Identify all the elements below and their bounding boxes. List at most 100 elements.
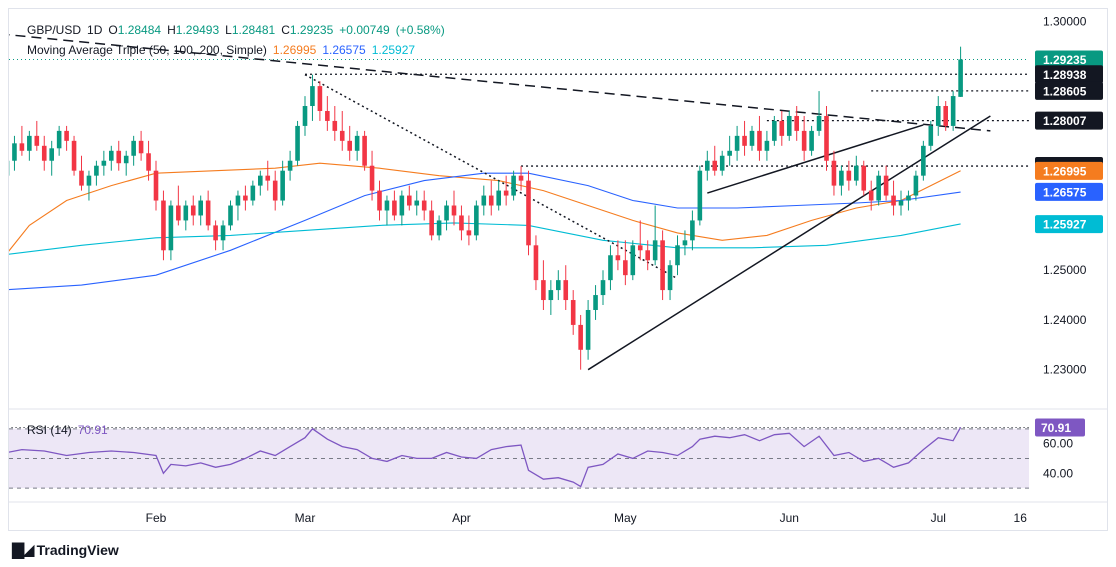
- candle-body: [94, 165, 99, 176]
- candle: [392, 190, 397, 221]
- ohlc-legend: GBP/USD 1D O1.28484 H1.29493 L1.28481 C1.2923…: [27, 23, 445, 37]
- candle-body: [451, 205, 457, 216]
- candle: [459, 205, 464, 241]
- candle: [272, 170, 278, 211]
- candle-body: [824, 115, 829, 161]
- time-tick-label: May: [614, 511, 637, 525]
- candle: [176, 185, 181, 226]
- candle: [816, 91, 822, 136]
- candle-body: [854, 165, 859, 181]
- candle-body: [414, 200, 420, 206]
- candle: [623, 240, 628, 286]
- candle-body: [928, 125, 934, 146]
- candle-body: [71, 140, 77, 171]
- ma-legend: Moving Average Triple (50, 100, 200, Sim…: [27, 43, 415, 57]
- candle: [138, 130, 144, 161]
- candle-body: [846, 170, 852, 181]
- candle: [697, 165, 703, 226]
- time-tick-label: Feb: [146, 511, 167, 525]
- candle: [511, 170, 516, 201]
- candle: [630, 240, 636, 281]
- candle-body: [526, 180, 531, 246]
- candle-body: [675, 245, 680, 266]
- candle: [153, 160, 159, 211]
- candle-body: [697, 170, 703, 221]
- candle: [377, 180, 382, 221]
- candle: [928, 120, 934, 151]
- candle-body: [399, 195, 405, 216]
- candle-body: [27, 135, 32, 151]
- candle-body: [459, 215, 464, 231]
- candle-body: [109, 150, 114, 161]
- candle: [556, 270, 561, 301]
- candle-body: [19, 143, 25, 151]
- candle: [205, 190, 211, 231]
- price-label-box: [1035, 81, 1103, 100]
- candle: [824, 106, 829, 171]
- candle-body: [34, 135, 40, 146]
- tradingview-brand[interactable]: ▇◢ TradingView: [12, 540, 119, 560]
- candle-body: [839, 170, 844, 186]
- candle: [705, 150, 710, 181]
- candle: [772, 115, 777, 146]
- candle-body: [407, 195, 412, 206]
- candle: [757, 115, 762, 161]
- candle-body: [556, 280, 561, 291]
- candle: [488, 180, 494, 216]
- candle: [384, 195, 390, 226]
- candle-body: [593, 295, 598, 310]
- candle: [593, 285, 598, 320]
- candle-body: [719, 155, 725, 171]
- candle-body: [12, 143, 17, 161]
- price-label-box: [1035, 182, 1103, 201]
- high-label: H: [167, 23, 176, 37]
- close-value: 1.29235: [289, 23, 334, 37]
- time-tick-label: Mar: [295, 511, 316, 525]
- rsi-legend-label: RSI (14): [27, 423, 72, 437]
- candle: [332, 106, 338, 141]
- candle-body: [898, 200, 904, 206]
- candle: [168, 200, 174, 261]
- candle-body: [168, 205, 174, 251]
- candle: [667, 260, 673, 301]
- candle-body: [950, 96, 956, 126]
- candle-body: [578, 324, 583, 350]
- price-label-box: [1035, 161, 1103, 180]
- candle: [608, 245, 613, 291]
- trendline-dashed: [9, 34, 991, 132]
- candle: [541, 260, 546, 310]
- candle-body: [921, 145, 926, 176]
- candle-body: [86, 175, 92, 186]
- candle-body: [600, 280, 606, 296]
- candle: [548, 280, 554, 315]
- trendline-dotted: [304, 74, 678, 280]
- candle: [34, 120, 40, 151]
- candle: [742, 120, 747, 156]
- candle-body: [138, 140, 144, 154]
- candle-body: [794, 115, 799, 131]
- candle: [801, 115, 807, 161]
- candle: [235, 190, 241, 221]
- candle-body: [176, 205, 181, 221]
- candle: [12, 135, 17, 171]
- candle-body: [652, 240, 658, 261]
- candle: [399, 190, 405, 226]
- candle: [846, 160, 852, 191]
- change-value: +0.00749: [339, 23, 390, 37]
- candle-body: [421, 200, 427, 211]
- candle: [854, 155, 859, 186]
- candle: [690, 210, 695, 251]
- candle-body: [131, 140, 136, 156]
- candle-body: [868, 190, 874, 201]
- candle: [86, 170, 92, 201]
- candle: [27, 130, 32, 161]
- candle-body: [183, 205, 189, 221]
- price-tick-label: 1.30000: [1043, 14, 1087, 28]
- candle: [533, 235, 539, 291]
- candle: [868, 180, 874, 211]
- chart-canvas[interactable]: 1.230001.240001.250001.260001.270001.280…: [9, 9, 1107, 530]
- candle: [943, 101, 948, 131]
- price-label-text: 1.26575: [1043, 185, 1087, 199]
- candle-body: [935, 106, 941, 126]
- candle-body: [667, 265, 673, 291]
